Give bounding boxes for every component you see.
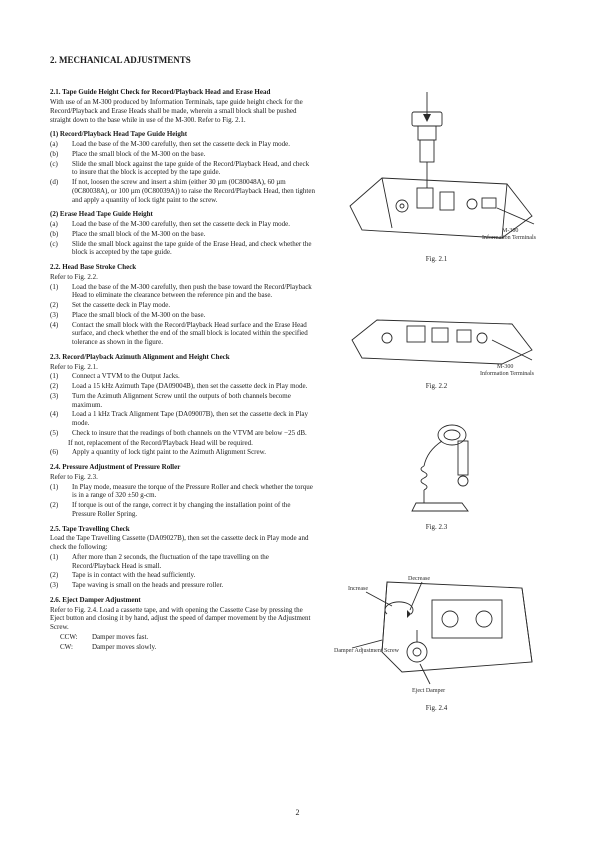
list-item: (1)Load the base of the M-300 carefully,… bbox=[50, 283, 315, 301]
svg-text:M-300: M-300 bbox=[497, 364, 513, 370]
list-item: (2)Tape is in contact with the head suff… bbox=[50, 571, 315, 580]
list-item: (2)If torque is out of the range, correc… bbox=[50, 501, 315, 519]
list-item: (3)Tape waving is small on the heads and… bbox=[50, 581, 315, 590]
svg-text:Eject Damper: Eject Damper bbox=[412, 688, 445, 694]
figure-caption: Fig. 2.2 bbox=[426, 382, 448, 391]
list-item: (3)Place the small block of the M-300 on… bbox=[50, 311, 315, 320]
sec-2-5-intro: Load the Tape Travelling Cassette (DA090… bbox=[50, 534, 315, 552]
sec-2-4-ref: Refer to Fig. 2.3. bbox=[50, 473, 315, 482]
list-item: (4)Contact the small block with the Reco… bbox=[50, 321, 315, 347]
figure-caption: Fig. 2.3 bbox=[426, 523, 448, 532]
sec-2-2-ref: Refer to Fig. 2.2. bbox=[50, 273, 315, 282]
sec-2-6-intro: Refer to Fig. 2.4. Load a cassette tape,… bbox=[50, 606, 315, 632]
list-item: (a)Load the base of the M-300 carefully,… bbox=[50, 220, 315, 229]
page-content: 2. MECHANICAL ADJUSTMENTS 2.1. Tape Guid… bbox=[50, 55, 550, 712]
list-item: (b)Place the small block of the M-300 on… bbox=[50, 230, 315, 239]
sec-2-1-head: 2.1. Tape Guide Height Check for Record/… bbox=[50, 88, 315, 97]
list-item: (3)Turn the Azimuth Alignment Screw unti… bbox=[50, 392, 315, 410]
two-column-layout: 2.1. Tape Guide Height Check for Record/… bbox=[50, 82, 550, 712]
list-item: (2)Set the cassette deck in Play mode. bbox=[50, 301, 315, 310]
list-item: CCW:Damper moves fast. bbox=[50, 633, 315, 642]
diagram-icon: Increase Decrease Damper Adjustment Scre… bbox=[332, 552, 542, 702]
sec-2-1-intro: With use of an M-300 produced by Informa… bbox=[50, 98, 315, 124]
sec-2-1-g1-head: (1) Record/Playback Head Tape Guide Heig… bbox=[50, 130, 315, 139]
section-title: 2. MECHANICAL ADJUSTMENTS bbox=[50, 55, 550, 66]
svg-text:Decrease: Decrease bbox=[408, 576, 430, 582]
figure-2-2: M-300 Information Terminals Fig. 2.2 bbox=[332, 280, 542, 391]
sec-2-5-head: 2.5. Tape Travelling Check bbox=[50, 525, 315, 534]
sec-2-3-head: 2.3. Record/Playback Azimuth Alignment a… bbox=[50, 353, 315, 362]
list-item: (1)In Play mode, measure the torque of t… bbox=[50, 483, 315, 501]
list-item: (c)Slide the small block against the tap… bbox=[50, 160, 315, 178]
list-item: (b)Place the small block of the M-300 on… bbox=[50, 150, 315, 159]
svg-text:Information Terminals: Information Terminals bbox=[482, 234, 537, 241]
list-item: (2)Load a 15 kHz Azimuth Tape (DA09004B)… bbox=[50, 382, 315, 391]
figure-caption: Fig. 2.4 bbox=[426, 704, 448, 713]
svg-text:Information Terminals: Information Terminals bbox=[480, 370, 535, 377]
svg-text:Damper Adjustment Screw: Damper Adjustment Screw bbox=[334, 648, 400, 654]
figure-2-3: Fig. 2.3 bbox=[332, 411, 542, 532]
sec-2-4-head: 2.4. Pressure Adjustment of Pressure Rol… bbox=[50, 463, 315, 472]
sec-2-1-g2-head: (2) Erase Head Tape Guide Height bbox=[50, 210, 315, 219]
figure-column: M-300 Information Terminals Fig. 2.1 bbox=[329, 82, 544, 712]
list-item: (1)After more than 2 seconds, the fluctu… bbox=[50, 553, 315, 571]
page-number: 2 bbox=[0, 808, 595, 818]
sec-2-2-head: 2.2. Head Base Stroke Check bbox=[50, 263, 315, 272]
diagram-icon: M-300 Information Terminals bbox=[332, 88, 542, 253]
figure-caption: Fig. 2.1 bbox=[426, 255, 448, 264]
list-item: CW:Damper moves slowly. bbox=[50, 643, 315, 652]
svg-text:M-300: M-300 bbox=[502, 228, 518, 234]
diagram-icon: M-300 Information Terminals bbox=[332, 280, 542, 380]
list-item: (6)Apply a quantity of lock tight paint … bbox=[50, 448, 315, 457]
list-item: (1)Connect a VTVM to the Output Jacks. bbox=[50, 372, 315, 381]
list-item: (d)If not, loosen the screw and insert a… bbox=[50, 178, 315, 204]
list-item: (a)Load the base of the M-300 carefully,… bbox=[50, 140, 315, 149]
list-item-sub: If not, replacement of the Record/Playba… bbox=[50, 439, 315, 448]
diagram-icon bbox=[372, 411, 502, 521]
list-item: (c)Slide the small block against the tap… bbox=[50, 240, 315, 258]
sec-2-6-head: 2.6. Eject Damper Adjustment bbox=[50, 596, 315, 605]
sec-2-3-ref: Refer to Fig. 2.1. bbox=[50, 363, 315, 372]
figure-2-4: Increase Decrease Damper Adjustment Scre… bbox=[332, 552, 542, 713]
svg-text:Increase: Increase bbox=[348, 586, 368, 592]
text-column: 2.1. Tape Guide Height Check for Record/… bbox=[50, 82, 315, 712]
list-item: (4)Load a 1 kHz Track Alignment Tape (DA… bbox=[50, 410, 315, 428]
figure-2-1: M-300 Information Terminals Fig. 2.1 bbox=[332, 88, 542, 264]
list-item: (5)Check to insure that the readings of … bbox=[50, 429, 315, 438]
